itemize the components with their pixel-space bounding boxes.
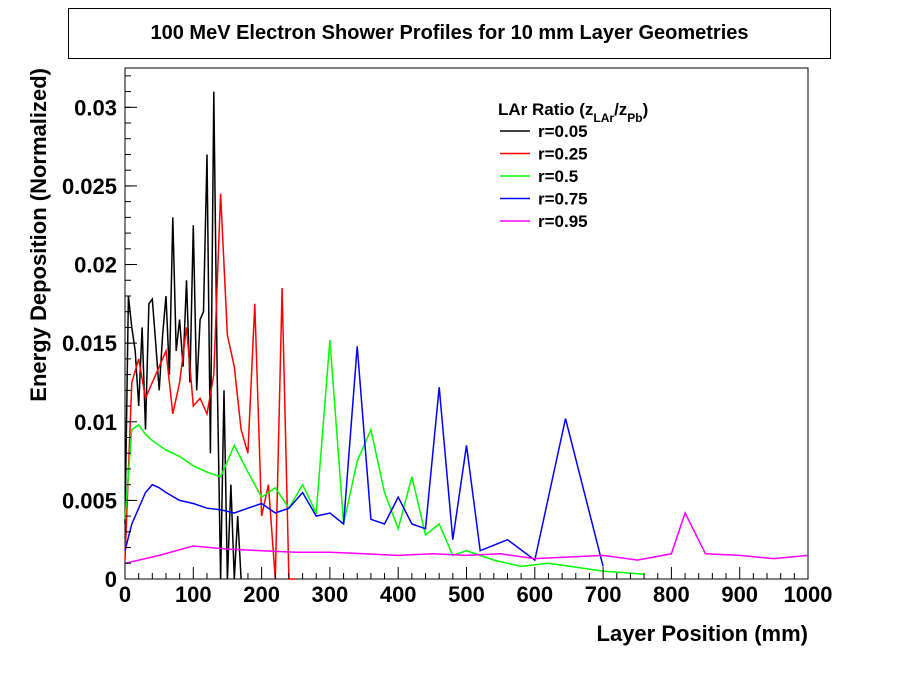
series-line-0 xyxy=(124,91,242,580)
legend-label-0: r=0.05 xyxy=(538,122,588,141)
legend-label-4: r=0.95 xyxy=(538,212,588,231)
x-tick-label-8: 800 xyxy=(653,582,690,607)
legend-label-2: r=0.5 xyxy=(538,167,578,186)
series-line-4 xyxy=(124,511,809,565)
x-tick-label-7: 700 xyxy=(585,582,622,607)
series-line-1 xyxy=(124,193,296,580)
legend-title-end: ) xyxy=(643,100,649,119)
x-tick-label-10: 1000 xyxy=(784,582,833,607)
x-tick-label-9: 900 xyxy=(721,582,758,607)
chart-title: 100 MeV Electron Shower Profiles for 10 … xyxy=(68,8,831,59)
series-layer xyxy=(124,91,809,580)
x-axis: 0 100 200 300 400 500 600 700 800 900 1000 xyxy=(119,567,833,607)
y-axis-title: Energy Deposition (Normalized) xyxy=(26,68,51,402)
y-tick-label-4: 0.02 xyxy=(74,253,117,278)
series-line-2 xyxy=(124,339,645,576)
legend-label-3: r=0.75 xyxy=(538,190,588,209)
x-axis-title: Layer Position (mm) xyxy=(597,621,808,646)
x-tick-label-1: 100 xyxy=(175,582,212,607)
legend-label-1: r=0.25 xyxy=(538,145,588,164)
y-tick-label-2: 0.01 xyxy=(74,410,117,435)
legend-title-main: LAr Ratio (z xyxy=(498,100,593,119)
y-axis: 0 0.005 0.01 0.015 0.02 0.025 0.03 xyxy=(62,75,137,592)
legend: LAr Ratio (zLAr/zPb) r=0.05 r=0.25 r=0.5 r=… xyxy=(498,100,648,231)
y-tick-label-5: 0.025 xyxy=(62,174,117,199)
y-tick-label-0: 0 xyxy=(105,567,117,592)
y-tick-label-1: 0.005 xyxy=(62,488,117,513)
legend-title-sub2: Pb xyxy=(627,111,642,125)
x-tick-label-5: 500 xyxy=(448,582,485,607)
series-line-3 xyxy=(124,346,604,567)
x-tick-label-2: 200 xyxy=(243,582,280,607)
x-tick-label-0: 0 xyxy=(119,582,131,607)
x-tick-label-4: 400 xyxy=(380,582,417,607)
y-tick-label-3: 0.015 xyxy=(62,331,117,356)
x-tick-label-6: 600 xyxy=(516,582,553,607)
y-tick-label-6: 0.03 xyxy=(74,95,117,120)
legend-title-mid: /z xyxy=(614,100,627,119)
legend-title-sub1: LAr xyxy=(593,111,614,125)
x-tick-label-3: 300 xyxy=(312,582,349,607)
legend-title: LAr Ratio (zLAr/zPb) xyxy=(498,100,648,125)
